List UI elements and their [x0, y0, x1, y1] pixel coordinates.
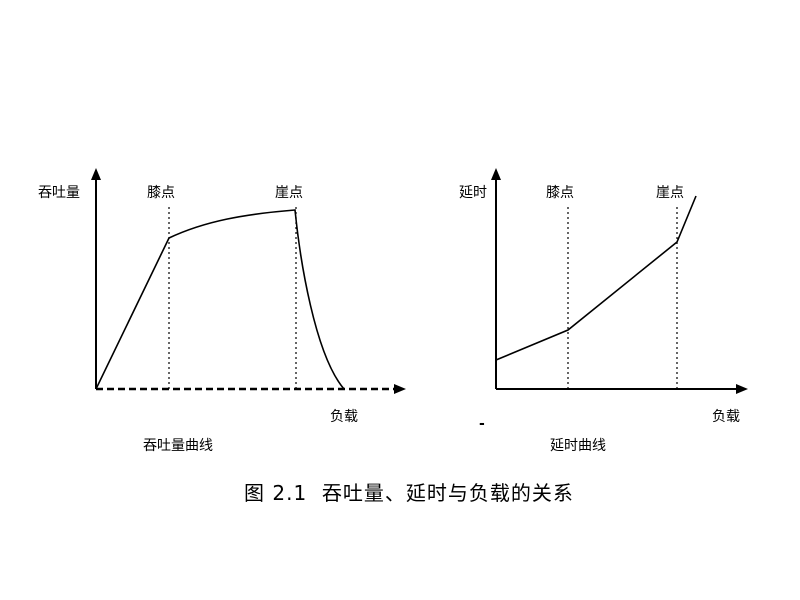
throughput-knee-label: 膝点 — [147, 185, 175, 201]
throughput-x-arrow — [394, 384, 406, 394]
latency-diagram: 延时 膝点 崖点 负载 - 延时曲线 — [459, 168, 748, 454]
latency-x-arrow — [736, 384, 748, 394]
throughput-y-arrow — [91, 168, 101, 180]
throughput-diagram: 吞吐量 膝点 崖点 负载 吞吐量曲线 — [38, 168, 406, 454]
latency-knee-label: 膝点 — [546, 185, 574, 201]
latency-y-label: 延时 — [459, 185, 487, 201]
latency-cliff-label: 崖点 — [656, 185, 684, 201]
throughput-curve — [95, 209, 345, 390]
latency-y-arrow — [491, 168, 501, 180]
throughput-subtitle: 吞吐量曲线 — [143, 438, 213, 454]
latency-curve — [495, 195, 697, 361]
figure-caption: 图 2.1 吞吐量、延时与负载的关系 — [244, 481, 574, 505]
latency-stray-mark: - — [479, 416, 485, 432]
latency-x-label: 负载 — [712, 409, 740, 425]
latency-subtitle: 延时曲线 — [550, 438, 606, 454]
throughput-x-label: 负载 — [330, 409, 358, 425]
throughput-y-label: 吞吐量 — [38, 185, 80, 201]
throughput-cliff-label: 崖点 — [275, 185, 303, 201]
